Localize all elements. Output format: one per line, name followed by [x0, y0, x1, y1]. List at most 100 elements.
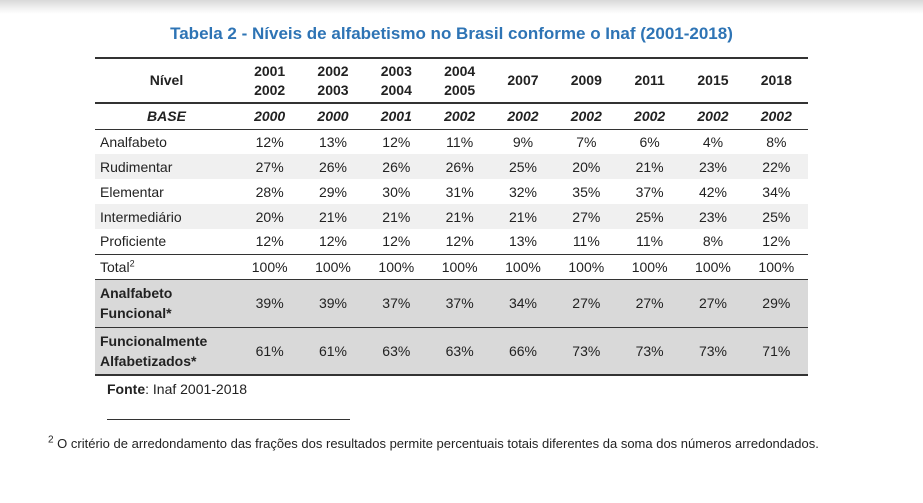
table-cell: 25% — [508, 158, 537, 175]
table-cell: 39% — [318, 295, 347, 311]
table-cell: 31% — [445, 183, 474, 200]
table-cell: 25% — [762, 208, 791, 225]
row-label-text: Rudimentar — [100, 158, 173, 175]
table-cell: 42% — [698, 183, 727, 200]
table-cell: 21% — [508, 208, 537, 225]
table-cell: 11% — [636, 233, 664, 250]
table-cell: 35% — [572, 183, 601, 200]
row-label: Funcionalmente Alfabetizados* — [95, 327, 238, 375]
table-cell: 29% — [318, 183, 347, 200]
table-cell: 12% — [255, 133, 284, 150]
table-cell: 71% — [762, 342, 791, 359]
row-label: BASE — [95, 103, 238, 129]
table-cell: 26% — [318, 158, 347, 175]
table-cell: 37% — [382, 295, 411, 311]
base-row: BASE 2000 2000 2001 2002 2002 2002 2002 2002 2002 — [95, 103, 808, 129]
footnote: 2 O critério de arredondamento das fraçõ… — [48, 434, 854, 453]
table-cell: 100% — [251, 258, 288, 275]
table-cell: 9% — [512, 133, 534, 150]
table-cell: 32% — [508, 183, 537, 200]
header-year: 2004 2005 — [428, 58, 491, 103]
row-label: Total2 — [95, 254, 238, 279]
table-cell: 12% — [382, 133, 411, 150]
row-label: Proficiente — [95, 229, 238, 254]
table-cell: 12% — [445, 233, 474, 250]
table-cell: 27% — [698, 295, 727, 311]
table-cell: 28% — [255, 183, 284, 200]
table-cell: 34% — [762, 183, 791, 200]
table-cell: 2002 — [507, 108, 539, 125]
row-label-line: Alfabetizados* — [100, 352, 197, 369]
header-nivel: Nível — [149, 72, 184, 88]
table-cell: 12% — [762, 233, 791, 250]
header-year: 2003 2004 — [365, 58, 428, 103]
table-cell: 63% — [382, 342, 411, 359]
header-year: 2007 — [491, 58, 554, 103]
analfabeto-funcional-row: Analfabeto Funcional* 39% 39% 37% 37% 34% 27% 27… — [95, 279, 808, 327]
row-label-line: Funcionalmente — [100, 332, 208, 349]
table-cell: 21% — [382, 208, 411, 225]
row-label-line: Analfabeto — [100, 285, 173, 301]
table-cell: 2002 — [570, 108, 602, 125]
table-cell: 12% — [382, 233, 411, 250]
header-year-line: 2011 — [634, 72, 665, 88]
table-cell: 13% — [318, 133, 347, 150]
row-label-text: Proficiente — [100, 233, 167, 250]
table-cell: 2002 — [634, 108, 666, 125]
row-label-text: Total — [100, 258, 130, 275]
table-row: Intermediário 20% 21% 21% 21% 21% 27% 25% 23% 25% — [95, 204, 808, 229]
row-label-text: Analfabeto — [100, 133, 167, 150]
page-top-shadow — [0, 0, 923, 14]
table-cell: 100% — [505, 258, 541, 275]
table-row: Proficiente 12% 12% 12% 12% 13% 11% 11% 8% 12% — [95, 229, 808, 254]
header-year: 2001 2002 — [238, 58, 301, 103]
header-year-line: 2005 — [444, 81, 476, 98]
table-cell: 4% — [702, 133, 724, 150]
funcionalmente-alfabetizados-row: Funcionalmente Alfabetizados* 61% 61% 63% 63%… — [95, 327, 808, 375]
header-year-line: 2007 — [507, 72, 539, 88]
table-cell: 26% — [382, 158, 411, 175]
table-cell: 100% — [631, 258, 668, 275]
table-cell: 73% — [572, 342, 601, 359]
header-year: 2015 — [681, 58, 744, 103]
row-label-text: Elementar — [100, 183, 164, 200]
total-row: Total2 100% 100% 100% 100% 100% 100% 100% 100% 10… — [95, 254, 808, 279]
table-cell: 2000 — [254, 108, 286, 125]
header-year: 2009 — [555, 58, 618, 103]
table-cell: 61% — [255, 342, 284, 359]
row-label: Rudimentar — [95, 154, 238, 179]
header-year: 2002 2003 — [301, 58, 364, 103]
table-cell: 100% — [441, 258, 478, 275]
table-cell: 100% — [568, 258, 605, 275]
header-year-line: 2004 — [444, 62, 476, 79]
table-cell: 100% — [378, 258, 415, 275]
table-cell: 21% — [635, 158, 664, 175]
table-cell: 12% — [318, 233, 347, 250]
header-year-line: 2003 — [380, 62, 412, 79]
table-cell: 100% — [758, 258, 795, 275]
table-cell: 100% — [695, 258, 731, 275]
table-cell: 2001 — [380, 108, 412, 125]
table-cell: 37% — [635, 183, 664, 200]
footnote-ref: 2 — [129, 257, 135, 268]
table-cell: 27% — [572, 295, 601, 311]
footnote-mark: 2 — [48, 434, 54, 446]
header-year: 2018 — [745, 58, 808, 103]
table-cell: 27% — [635, 295, 664, 311]
table-cell: 100% — [315, 258, 351, 275]
row-label-text: BASE — [147, 108, 186, 125]
header-row: Nível 2001 2002 2002 2003 2003 2004 2004 2005 20… — [95, 58, 808, 103]
table-cell: 2002 — [760, 108, 792, 125]
table-cell: 37% — [445, 295, 474, 311]
row-label: Elementar — [95, 179, 238, 204]
table-cell: 66% — [508, 342, 537, 359]
row-label: Analfabeto Funcional* — [95, 279, 238, 327]
table-cell: 13% — [508, 233, 537, 250]
row-label-line: Funcional* — [100, 305, 172, 321]
table-cell: 8% — [702, 233, 724, 250]
table-cell: 30% — [382, 183, 411, 200]
table-cell: 21% — [445, 208, 474, 225]
row-label-text: Intermediário — [100, 208, 182, 225]
table-cell: 39% — [255, 295, 284, 311]
table-cell: 34% — [508, 295, 537, 311]
